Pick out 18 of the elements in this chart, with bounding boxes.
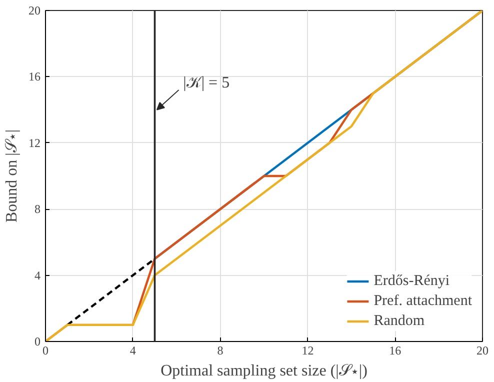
x-tick-label: 16 [389,344,402,358]
y-tick-label: 8 [34,202,40,216]
y-tick-label: 16 [28,70,40,84]
x-tick-label: 20 [476,344,488,358]
legend-label: Erdős-Rényi [374,272,450,290]
y-tick-label: 0 [34,334,40,348]
line-series [46,10,482,342]
y-tick-label: 20 [28,4,40,18]
x-tick-label: 4 [130,344,136,358]
ref-line-label: |𝒦| = 5 [183,74,230,92]
x-tick-label: 12 [302,344,314,358]
legend-label: Random [374,312,425,330]
legend-label: Pref. attachment [374,292,472,310]
y-tick-label: 12 [28,136,40,150]
x-tick-label: 8 [217,344,224,358]
y-tick-label: 4 [34,268,40,282]
y-axis-title: Bound on |𝒮⋆| [4,129,20,223]
x-axis-title: Optimal sampling set size (|𝒮⋆|) [160,362,368,380]
